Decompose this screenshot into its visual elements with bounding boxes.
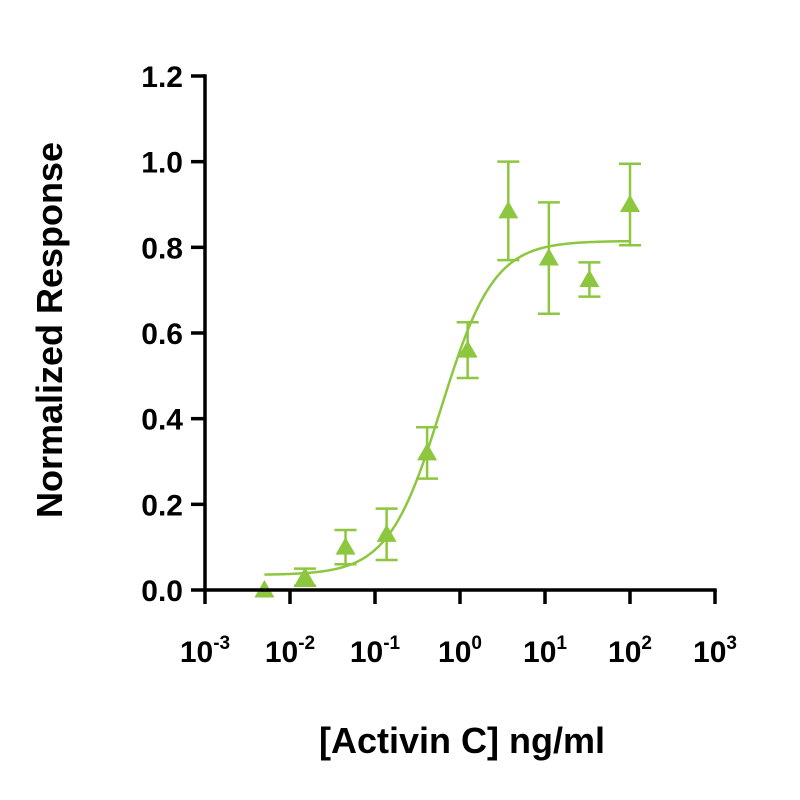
triangle-marker bbox=[294, 567, 315, 585]
triangle-marker bbox=[457, 340, 478, 358]
triangle-marker bbox=[498, 200, 519, 219]
y-tick-label: 0.2 bbox=[141, 489, 183, 522]
triangle-marker bbox=[376, 524, 397, 542]
triangle-marker bbox=[579, 269, 600, 287]
y-tick-label: 0.4 bbox=[141, 404, 183, 437]
y-tick-label: 0.0 bbox=[141, 575, 183, 608]
data-point bbox=[416, 425, 439, 480]
y-tick-label: 0.8 bbox=[141, 232, 183, 265]
y-axis-title: Normalized Response bbox=[29, 142, 70, 518]
data-point bbox=[375, 507, 398, 562]
triangle-marker bbox=[620, 194, 640, 212]
fit-curve bbox=[264, 239, 631, 576]
x-tick-label: 101 bbox=[523, 633, 567, 669]
x-tick-label: 10-1 bbox=[350, 633, 401, 669]
data-point bbox=[578, 261, 601, 298]
data-point bbox=[537, 201, 560, 315]
x-tick-label: 10-2 bbox=[265, 633, 315, 669]
data-point bbox=[456, 321, 479, 380]
x-tick-label: 103 bbox=[693, 633, 737, 669]
y-tick-label: 1.0 bbox=[141, 147, 183, 180]
ticks: 0.0 0.2 0.4 0.6 0.8 1.0 1.2 10-3 10-2 10-1 100 101 1… bbox=[141, 61, 737, 669]
data-point bbox=[497, 160, 520, 262]
data-point bbox=[619, 162, 641, 247]
x-axis-title: [Activin C] ng/ml bbox=[319, 720, 605, 761]
x-tick-label: 100 bbox=[438, 633, 482, 669]
axes bbox=[203, 74, 717, 592]
plot-area bbox=[254, 160, 641, 598]
y-tick-label: 1.2 bbox=[141, 61, 183, 94]
y-tick-label: 0.6 bbox=[141, 318, 183, 351]
x-tick-label: 102 bbox=[608, 633, 652, 669]
triangle-marker bbox=[335, 537, 356, 555]
data-point bbox=[334, 528, 357, 566]
triangle-marker bbox=[538, 248, 559, 266]
data-point bbox=[293, 567, 316, 587]
x-tick-label: 10-3 bbox=[180, 633, 230, 669]
triangle-marker bbox=[417, 442, 438, 461]
